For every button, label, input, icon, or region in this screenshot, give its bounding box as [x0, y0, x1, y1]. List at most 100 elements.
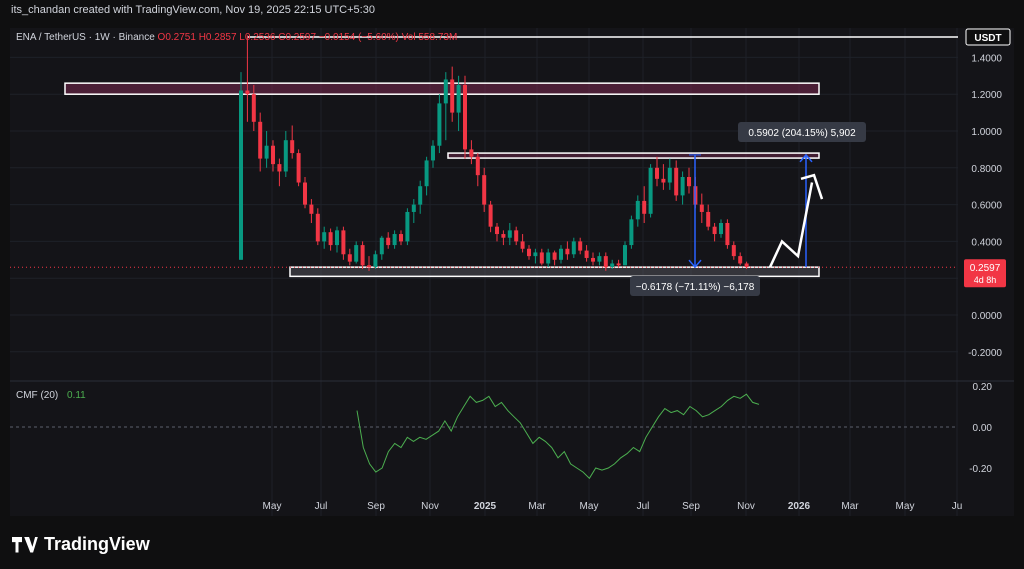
candle-body [309, 204, 314, 214]
candle-body [699, 204, 704, 212]
candle-body [725, 223, 730, 246]
candle-body [680, 177, 685, 196]
measure-up-arrowhead [799, 153, 813, 163]
ohlc-high: H0.2857 [198, 32, 237, 43]
time-tick-label: May [263, 501, 282, 512]
price-badge-value: 0.2597 [970, 263, 1001, 274]
time-tick-label: Jul [315, 501, 328, 512]
time-tick-label: Mar [528, 501, 546, 512]
measure-down-label-bg [630, 276, 760, 296]
tradingview-brand[interactable]: TradingView [12, 534, 150, 555]
cmf-line [356, 393, 760, 480]
candle-body [258, 121, 263, 159]
resistance-zone [64, 82, 820, 95]
cmf-label: CMF (20) [16, 390, 59, 401]
price-tick-label: 0.4000 [971, 237, 1002, 248]
price-tick-label: 1.2000 [971, 90, 1002, 101]
candle-body [405, 211, 410, 242]
symbol-legend: ENA / TetherUS · 1W · Binance O0.2751 H0… [16, 32, 457, 43]
currency-badge [965, 28, 1011, 46]
candle-body [341, 230, 346, 255]
candle-body [264, 145, 269, 159]
mid-resistance-zone [447, 152, 820, 159]
candle-body [399, 234, 403, 242]
candle-body [296, 153, 301, 183]
time-tick-label: May [580, 501, 599, 512]
footer-bar [10, 528, 1014, 564]
candle-body [667, 167, 672, 183]
candle-body [571, 241, 576, 255]
cmf-legend: CMF (20) 0.11 [16, 390, 86, 401]
time-tick-label: 2026 [788, 501, 811, 512]
candle-body [418, 186, 423, 205]
candle-body [469, 149, 474, 157]
candle-body [706, 211, 711, 227]
price-tick-label: 1.0000 [971, 127, 1002, 138]
candle-body [552, 252, 557, 260]
candle-body [642, 200, 647, 214]
candle-body [591, 257, 595, 262]
price-badge [964, 259, 1006, 288]
candle-body [290, 140, 295, 154]
candle-body [386, 237, 391, 246]
candle-body [411, 204, 416, 212]
price-tick-label: -0.2000 [968, 348, 1002, 359]
cmf-value: 0.11 [67, 390, 86, 401]
candle-body [392, 234, 397, 246]
candle-body [271, 145, 275, 165]
cmf-tick-label: 0.20 [973, 382, 993, 393]
candle-body [347, 254, 352, 262]
candle-body [245, 90, 250, 95]
top-credit-bar: its_chandan created with TradingView.com… [0, 0, 1024, 20]
candle-body [495, 226, 499, 235]
cmf-tick-label: -0.20 [969, 464, 992, 475]
candle-body [533, 252, 538, 257]
candle-body [463, 85, 467, 150]
candle-body [578, 241, 583, 251]
candle-body [546, 252, 551, 264]
candle-body [507, 230, 512, 238]
candle-body [360, 245, 365, 266]
price-tick-label: 1.4000 [971, 53, 1002, 64]
time-tick-label: Mar [841, 501, 859, 512]
measure-down-label: −0.6178 (−71.11%) −6,178 [636, 282, 755, 293]
candle-body [328, 232, 333, 246]
candle-body [539, 252, 544, 264]
candle-body [239, 90, 243, 260]
projection-path [768, 182, 814, 268]
cmf-tick-label: 0.00 [973, 423, 993, 434]
candle-body [475, 156, 480, 176]
measure-up-label-bg [738, 122, 866, 142]
time-tick-label: Sep [367, 501, 385, 512]
time-tick-label: 2025 [474, 501, 497, 512]
candle-body [719, 223, 723, 235]
candle-body [520, 241, 525, 249]
candle-body [616, 263, 621, 266]
candle-body [283, 140, 288, 172]
volume-value: Vol 558.73M [401, 32, 458, 43]
candle-body [277, 164, 282, 172]
candle-body [687, 177, 691, 187]
candle-body [629, 219, 634, 246]
price-tick-label: 0.6000 [971, 201, 1002, 212]
candle-body [354, 245, 359, 262]
candle-body [584, 250, 589, 258]
candle-body [744, 263, 749, 268]
candle-body [437, 103, 442, 146]
candle-body [635, 200, 640, 220]
symbol-name: ENA / TetherUS · 1W · Binance [16, 32, 155, 43]
time-tick-label: Nov [421, 501, 439, 512]
candle-body [322, 232, 327, 242]
projection-arrowhead [800, 173, 824, 200]
ohlc-change: −0.0154 (−5.60%) [318, 32, 399, 43]
candle-body [335, 230, 339, 246]
currency-badge-text: USDT [974, 33, 1001, 44]
candle-body [648, 167, 653, 214]
candle-body [731, 245, 736, 257]
time-tick-label: Jul [637, 501, 650, 512]
time-tick-label: Ju [952, 501, 963, 512]
candle-body [488, 204, 493, 227]
time-tick-label: Nov [737, 501, 755, 512]
candle-body [303, 182, 307, 205]
